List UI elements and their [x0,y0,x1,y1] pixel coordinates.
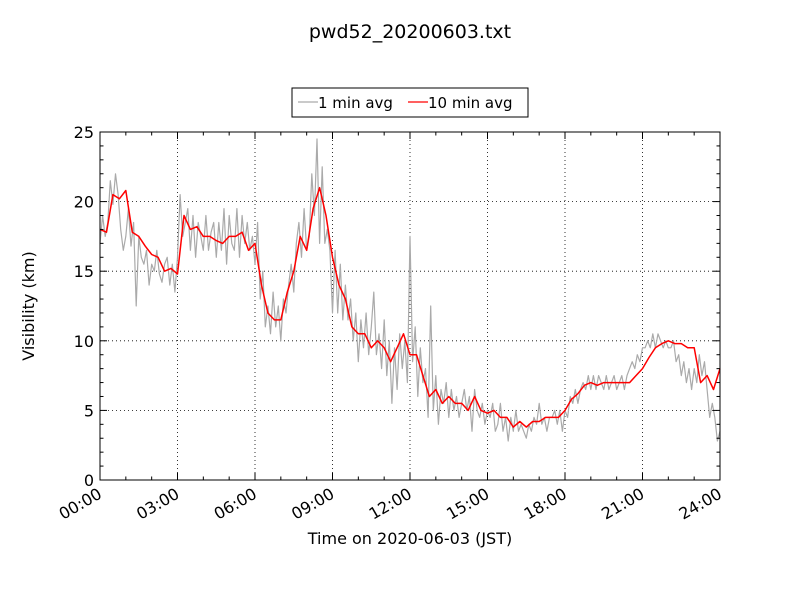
x-tick-label: 21:00 [598,484,647,524]
y-tick-label: 25 [74,123,94,142]
x-tick-label: 15:00 [443,484,492,524]
y-tick-label: 0 [84,471,94,490]
x-tick-label: 03:00 [133,484,182,524]
y-axis-label: Visibility (km) [19,251,38,360]
series-layer [99,138,721,442]
series-1min-avg [99,138,721,442]
x-tick-label: 00:00 [56,484,105,524]
y-tick-labels: 0 5 10 15 20 25 [74,123,94,490]
grid [100,132,720,480]
x-tick-label: 09:00 [288,484,337,524]
x-axis-label: Time on 2020-06-03 (JST) [307,529,512,548]
x-tick-label: 18:00 [521,484,570,524]
tick-marks [99,131,721,481]
chart-title: pwd52_20200603.txt [309,21,511,43]
legend-label-10min: 10 min avg [428,94,513,112]
y-tick-label: 10 [74,332,94,351]
legend: 1 min avg 10 min avg [291,87,529,118]
y-tick-label: 15 [74,262,94,281]
x-tick-label: 06:00 [211,484,260,524]
series-10min-avg [99,186,721,428]
x-tick-labels: 00:00 03:00 06:00 09:00 12:00 15:00 18:00 21:00… [56,484,725,524]
legend-label-1min: 1 min avg [318,94,393,112]
y-tick-label: 5 [84,401,94,420]
x-tick-label: 24:00 [676,484,725,524]
x-tick-label: 12:00 [366,484,415,524]
y-tick-label: 20 [74,193,94,212]
